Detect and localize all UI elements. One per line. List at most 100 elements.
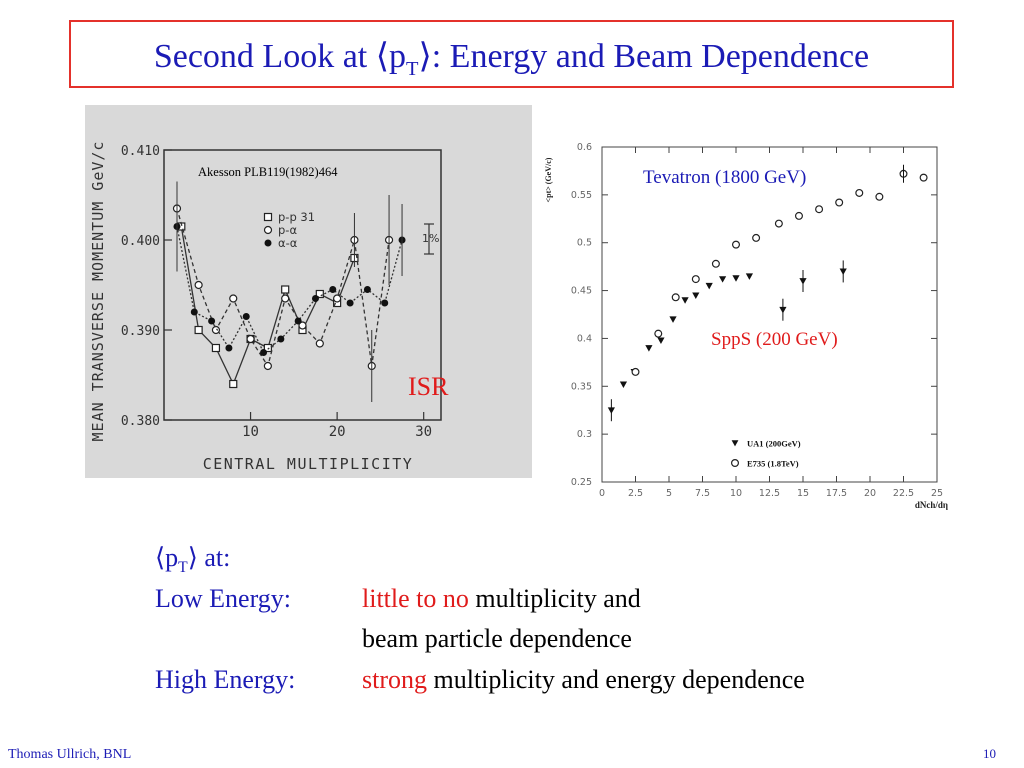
tev-data-point [691, 275, 700, 284]
tev-data-point [692, 292, 700, 299]
tev-x-tick-label: 5 [666, 488, 672, 499]
isr-data-point [315, 339, 324, 348]
footer-author: Thomas Ullrich, BNL [8, 747, 132, 762]
title-text-pre: Second Look at ⟨p [153, 38, 406, 75]
tev-legend: UA1 (200GeV) E735 (1.8TeV) [731, 439, 801, 469]
title-subscript: T [406, 57, 419, 80]
isr-data-point [315, 289, 324, 299]
isr-data-point [333, 294, 342, 303]
isr-chart: 0.380 0.390 0.400 0.410 10 20 30 MEAN TRANSVER… [89, 141, 449, 473]
low-energy-text: little to no multiplicity and [362, 584, 641, 614]
high-energy-red: strong [362, 665, 427, 694]
tev-data-point [774, 219, 783, 228]
isr-plot-frame [163, 149, 442, 421]
low-energy-label: Low Energy: [155, 584, 291, 613]
tev-data-point [619, 381, 628, 388]
tevatron-chart: 0.25 0.3 0.35 0.4 0.45 0.5 0.55 0.6 0 2.5 5 7.5 10 12… [544, 142, 948, 510]
high-energy-label: High Energy: [155, 665, 296, 694]
tev-y-tick-label: 0.25 [571, 477, 592, 488]
tev-x-tick-label: 17.5 [826, 488, 847, 499]
tev-data-point [654, 329, 663, 338]
high-energy-text: strong multiplicity and energy dependenc… [362, 665, 805, 695]
tev-data-point [919, 173, 928, 182]
isr-citation: Akesson PLB119(1982)464 [198, 165, 338, 179]
low-energy-red: little to no [362, 584, 469, 613]
isr-legend-label: p-p 31 [278, 210, 315, 224]
page-number: 10 [983, 746, 996, 761]
isr-data-point [263, 361, 272, 371]
tev-x-tick-label: 12.5 [759, 488, 780, 499]
pt-heading: ⟨pT⟩ at: [155, 543, 230, 577]
pt-heading-sub: T [178, 559, 188, 577]
tev-x-tick-label: 22.5 [893, 488, 914, 499]
tev-data-point [631, 367, 640, 376]
tev-data-point [681, 297, 689, 304]
isr-series-line [176, 226, 403, 354]
isr-y-axis-label: MEAN TRANSVERSE MOMENTUM GeV/c [89, 141, 107, 442]
isr-legend-label: p-α [278, 223, 297, 237]
isr-x-axis-label: CENTRAL MULTIPLICITY [203, 455, 414, 473]
pt-heading-post: ⟩ at: [187, 543, 231, 572]
tev-data-point [607, 407, 615, 414]
isr-y-tick-label: 0.390 [121, 324, 160, 339]
isr-x-tick-label: 20 [329, 424, 346, 440]
tev-x-axis-label: dNch/dη [915, 500, 948, 510]
isr-data-point [311, 295, 319, 302]
isr-data-point [229, 294, 238, 303]
isr-x-tick-label: 30 [415, 424, 432, 440]
tev-x-tick-label: 20 [864, 488, 876, 499]
tev-data-point [669, 316, 677, 323]
title-text-post: ⟩: Energy and Beam Dependence [418, 38, 870, 75]
tev-data-point [719, 276, 727, 283]
tev-data-point [875, 192, 884, 201]
isr-y-tick-label: 0.380 [121, 414, 160, 429]
pt-heading-pre: ⟨p [155, 543, 179, 572]
slide-title: Second Look at ⟨pT⟩: Energy and Beam Dep… [71, 36, 952, 81]
tev-y-tick-label: 0.5 [577, 238, 592, 249]
isr-data-point [346, 299, 354, 307]
isr-data-point [211, 325, 221, 335]
isr-chart-panel: 0.380 0.390 0.400 0.410 10 20 30 MEAN TRANSVER… [85, 105, 532, 478]
isr-data-point [329, 286, 337, 293]
tev-y-tick-label: 0.45 [571, 286, 592, 297]
isr-legend-marker [263, 225, 273, 235]
tev-data-point [645, 345, 653, 352]
tev-x-tick-label: 0 [599, 488, 605, 499]
tev-data-point [794, 211, 803, 220]
tev-data-point [671, 293, 680, 302]
tev-y-tick-label: 0.35 [571, 381, 592, 392]
tev-x-tick-label: 25 [931, 488, 943, 499]
isr-data-point [194, 325, 203, 335]
tev-data-point [752, 233, 761, 242]
isr-scale-label: 1% [422, 232, 439, 245]
tev-data-point [815, 205, 824, 214]
tev-data-point [799, 278, 807, 285]
isr-data-point [298, 321, 307, 330]
sppbar-label: SppS (200 GeV) [711, 329, 838, 350]
isr-data-point [381, 299, 389, 307]
isr-legend-marker [263, 212, 273, 222]
tev-data-point [705, 282, 713, 290]
tevatron-chart-panel: 0.25 0.3 0.35 0.4 0.45 0.5 0.55 0.6 0 2.5 5 7.5 10 12… [535, 130, 955, 515]
isr-y-tick-label: 0.400 [121, 234, 160, 249]
tev-x-tick-label: 2.5 [628, 488, 643, 499]
tev-y-tick-label: 0.6 [577, 142, 592, 153]
tevatron-label: Tevatron (1800 GeV) [643, 167, 806, 188]
isr-data-point [263, 343, 272, 353]
isr-data-point [363, 286, 371, 293]
tev-x-tick-label: 7.5 [695, 488, 710, 499]
tev-data-point [657, 337, 665, 344]
isr-legend-label: α-α [278, 236, 298, 250]
isr-data-point [208, 317, 216, 325]
isr-data-point [211, 343, 221, 353]
isr-legend: p-p 31p-αα-α [263, 210, 315, 250]
tev-y-tick-label: 0.4 [577, 333, 592, 344]
isr-overlay-label: ISR [408, 372, 449, 401]
isr-data-point [277, 335, 285, 343]
tev-data-point [835, 198, 844, 207]
tev-legend-marker [731, 440, 739, 447]
isr-scale-bar: 1% [422, 223, 439, 255]
tev-data-point [732, 240, 741, 249]
tev-data-point [839, 268, 847, 276]
tev-y-tick-label: 0.3 [577, 429, 592, 440]
